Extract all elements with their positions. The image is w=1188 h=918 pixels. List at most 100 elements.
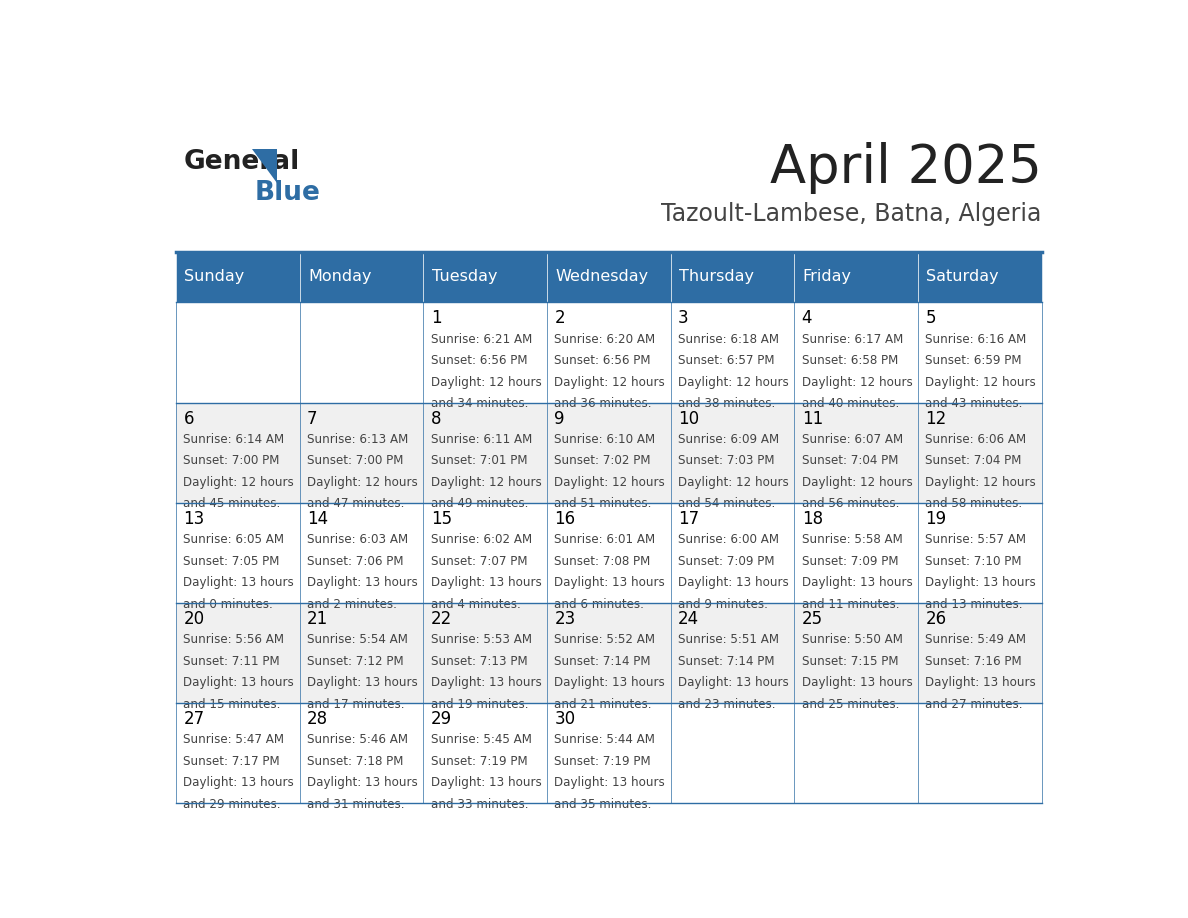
Text: 24: 24 (678, 610, 700, 628)
Text: Daylight: 13 hours: Daylight: 13 hours (802, 677, 912, 689)
Text: Sunrise: 6:20 AM: Sunrise: 6:20 AM (555, 333, 656, 346)
Text: Daylight: 12 hours: Daylight: 12 hours (678, 476, 789, 489)
Text: Sunset: 7:00 PM: Sunset: 7:00 PM (183, 454, 280, 467)
Text: 15: 15 (431, 509, 451, 528)
Text: 26: 26 (925, 610, 947, 628)
Text: Sunrise: 6:06 AM: Sunrise: 6:06 AM (925, 433, 1026, 446)
Text: Daylight: 13 hours: Daylight: 13 hours (925, 576, 1036, 589)
Bar (176, 402, 1042, 503)
Text: Saturday: Saturday (927, 270, 999, 285)
Text: and 35 minutes.: and 35 minutes. (555, 798, 652, 811)
Text: Sunrise: 6:18 AM: Sunrise: 6:18 AM (678, 333, 779, 346)
Text: and 58 minutes.: and 58 minutes. (925, 498, 1023, 510)
Text: Sunset: 7:00 PM: Sunset: 7:00 PM (308, 454, 404, 467)
Text: Daylight: 13 hours: Daylight: 13 hours (308, 576, 418, 589)
Text: Sunrise: 6:01 AM: Sunrise: 6:01 AM (555, 533, 656, 546)
Bar (176, 503, 1042, 603)
Text: 2: 2 (555, 309, 565, 328)
Text: Daylight: 12 hours: Daylight: 12 hours (678, 375, 789, 389)
Text: 8: 8 (431, 409, 441, 428)
Text: and 56 minutes.: and 56 minutes. (802, 498, 899, 510)
Text: Daylight: 13 hours: Daylight: 13 hours (183, 576, 295, 589)
Text: Sunrise: 5:54 AM: Sunrise: 5:54 AM (308, 633, 407, 646)
Text: 21: 21 (308, 610, 328, 628)
Text: Sunset: 7:14 PM: Sunset: 7:14 PM (555, 655, 651, 667)
Text: Daylight: 13 hours: Daylight: 13 hours (431, 677, 542, 689)
Text: Blue: Blue (254, 180, 321, 207)
Bar (176, 703, 1042, 803)
Text: Sunset: 7:17 PM: Sunset: 7:17 PM (183, 755, 280, 767)
Text: and 0 minutes.: and 0 minutes. (183, 598, 273, 610)
Text: Sunset: 7:14 PM: Sunset: 7:14 PM (678, 655, 775, 667)
Text: Sunset: 6:56 PM: Sunset: 6:56 PM (431, 354, 527, 367)
Bar (299, 252, 423, 302)
Text: Sunrise: 6:03 AM: Sunrise: 6:03 AM (308, 533, 409, 546)
Text: Sunset: 7:19 PM: Sunset: 7:19 PM (431, 755, 527, 767)
Bar (176, 252, 299, 302)
Text: Sunrise: 6:13 AM: Sunrise: 6:13 AM (308, 433, 409, 446)
Text: 9: 9 (555, 409, 565, 428)
Text: Sunset: 6:56 PM: Sunset: 6:56 PM (555, 354, 651, 367)
Text: Sunrise: 5:56 AM: Sunrise: 5:56 AM (183, 633, 284, 646)
Text: and 25 minutes.: and 25 minutes. (802, 698, 899, 711)
Text: Sunset: 7:11 PM: Sunset: 7:11 PM (183, 655, 280, 667)
Text: Sunrise: 5:57 AM: Sunrise: 5:57 AM (925, 533, 1026, 546)
Text: and 19 minutes.: and 19 minutes. (431, 698, 529, 711)
Text: Monday: Monday (308, 270, 372, 285)
Text: Sunday: Sunday (184, 270, 245, 285)
Text: 11: 11 (802, 409, 823, 428)
Text: Daylight: 12 hours: Daylight: 12 hours (925, 476, 1036, 489)
Text: Sunrise: 5:44 AM: Sunrise: 5:44 AM (555, 733, 656, 746)
Text: and 6 minutes.: and 6 minutes. (555, 598, 644, 610)
Text: 20: 20 (183, 610, 204, 628)
Text: Daylight: 13 hours: Daylight: 13 hours (678, 576, 789, 589)
Text: 10: 10 (678, 409, 700, 428)
Text: 7: 7 (308, 409, 317, 428)
Text: 16: 16 (555, 509, 575, 528)
Text: and 47 minutes.: and 47 minutes. (308, 498, 404, 510)
Bar (918, 252, 1042, 302)
Text: and 2 minutes.: and 2 minutes. (308, 598, 397, 610)
Text: Sunrise: 6:09 AM: Sunrise: 6:09 AM (678, 433, 779, 446)
Text: Daylight: 12 hours: Daylight: 12 hours (183, 476, 295, 489)
Text: and 54 minutes.: and 54 minutes. (678, 498, 776, 510)
Text: Sunset: 7:05 PM: Sunset: 7:05 PM (183, 554, 280, 567)
Text: Sunrise: 5:45 AM: Sunrise: 5:45 AM (431, 733, 532, 746)
Text: Sunset: 6:59 PM: Sunset: 6:59 PM (925, 354, 1022, 367)
Text: Sunrise: 5:47 AM: Sunrise: 5:47 AM (183, 733, 284, 746)
Text: 17: 17 (678, 509, 700, 528)
Text: Sunset: 7:16 PM: Sunset: 7:16 PM (925, 655, 1022, 667)
Text: Daylight: 12 hours: Daylight: 12 hours (802, 375, 912, 389)
Text: 12: 12 (925, 409, 947, 428)
Text: and 34 minutes.: and 34 minutes. (431, 397, 529, 410)
Text: Sunset: 7:06 PM: Sunset: 7:06 PM (308, 554, 404, 567)
Text: Sunset: 7:08 PM: Sunset: 7:08 PM (555, 554, 651, 567)
Text: Sunset: 7:02 PM: Sunset: 7:02 PM (555, 454, 651, 467)
Text: Daylight: 12 hours: Daylight: 12 hours (925, 375, 1036, 389)
Text: Sunrise: 6:11 AM: Sunrise: 6:11 AM (431, 433, 532, 446)
Text: Sunrise: 5:52 AM: Sunrise: 5:52 AM (555, 633, 656, 646)
Text: Daylight: 13 hours: Daylight: 13 hours (183, 677, 295, 689)
Text: and 51 minutes.: and 51 minutes. (555, 498, 652, 510)
Text: Sunset: 6:57 PM: Sunset: 6:57 PM (678, 354, 775, 367)
Text: 14: 14 (308, 509, 328, 528)
Text: Daylight: 12 hours: Daylight: 12 hours (431, 375, 542, 389)
Text: and 15 minutes.: and 15 minutes. (183, 698, 280, 711)
Text: 4: 4 (802, 309, 813, 328)
Text: Sunrise: 6:16 AM: Sunrise: 6:16 AM (925, 333, 1026, 346)
Text: 1: 1 (431, 309, 442, 328)
Text: Sunrise: 5:46 AM: Sunrise: 5:46 AM (308, 733, 409, 746)
Text: Daylight: 12 hours: Daylight: 12 hours (802, 476, 912, 489)
Text: and 27 minutes.: and 27 minutes. (925, 698, 1023, 711)
Text: Daylight: 13 hours: Daylight: 13 hours (802, 576, 912, 589)
Text: 13: 13 (183, 509, 204, 528)
Text: and 38 minutes.: and 38 minutes. (678, 397, 776, 410)
Text: Sunrise: 6:00 AM: Sunrise: 6:00 AM (678, 533, 779, 546)
Text: Sunrise: 5:58 AM: Sunrise: 5:58 AM (802, 533, 903, 546)
Text: 30: 30 (555, 710, 575, 728)
Text: Sunset: 7:13 PM: Sunset: 7:13 PM (431, 655, 527, 667)
Text: Sunset: 7:04 PM: Sunset: 7:04 PM (802, 454, 898, 467)
Text: Daylight: 13 hours: Daylight: 13 hours (555, 777, 665, 789)
Text: 18: 18 (802, 509, 823, 528)
Text: Sunset: 7:03 PM: Sunset: 7:03 PM (678, 454, 775, 467)
